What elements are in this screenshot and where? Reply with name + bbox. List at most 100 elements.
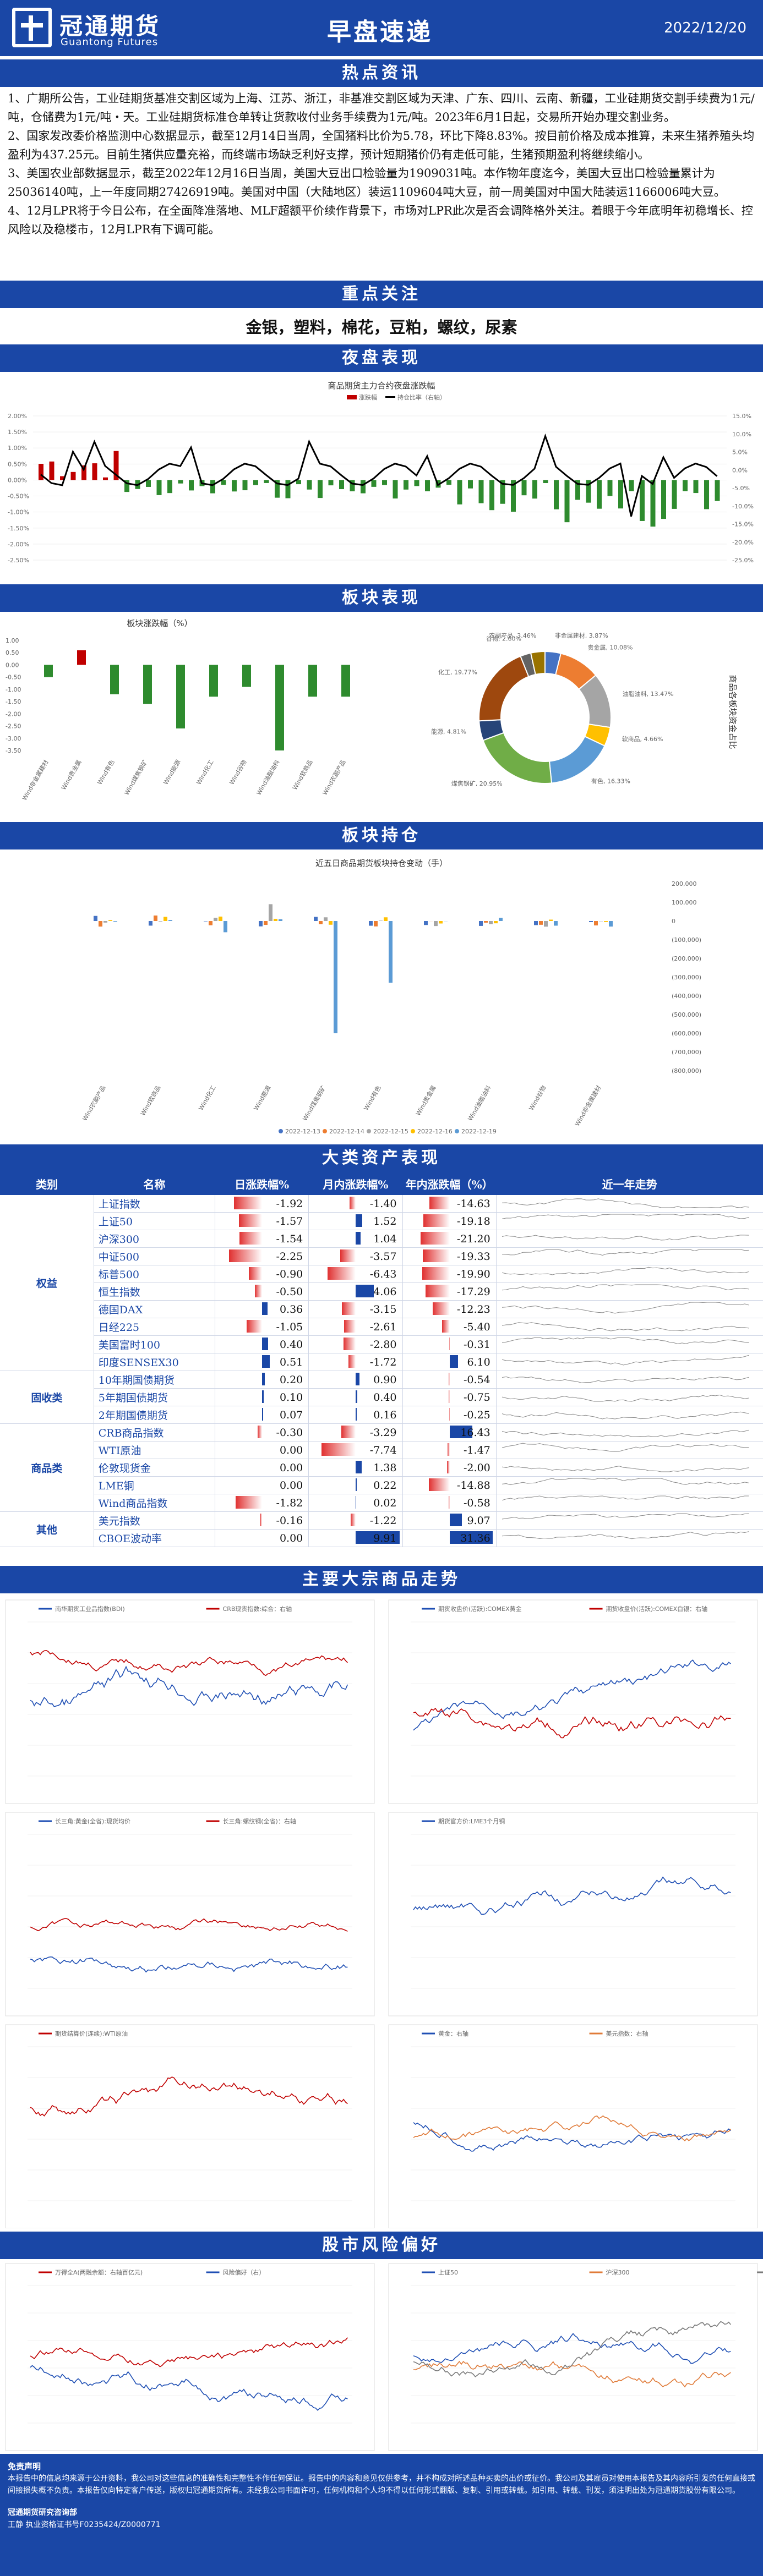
asset-name: 上证50 bbox=[94, 1212, 216, 1230]
value-bar bbox=[350, 1514, 356, 1526]
legend-swatch bbox=[455, 1129, 459, 1133]
position-category-label: Wind非金属建材 bbox=[573, 1084, 602, 1128]
asset-value-y: -17.29 bbox=[402, 1282, 497, 1301]
sparkline-path bbox=[502, 1267, 749, 1275]
y-tick-label: 0.50% bbox=[8, 461, 27, 468]
position-category-label: Wind有色 bbox=[362, 1084, 383, 1112]
sector-category-label: Wind能源 bbox=[162, 759, 182, 786]
asset-value-text: 0.10 bbox=[279, 1391, 303, 1404]
value-bar bbox=[423, 1214, 450, 1227]
value-bar bbox=[356, 1478, 357, 1491]
value-bar bbox=[442, 1320, 450, 1333]
asset-value-y: -0.58 bbox=[402, 1494, 497, 1512]
position-bar bbox=[269, 904, 272, 921]
y-tick-label: -2.50% bbox=[8, 557, 29, 564]
asset-value-y: -0.25 bbox=[402, 1406, 497, 1424]
value-bar bbox=[429, 1478, 450, 1491]
sector-panel: 板块涨跌幅（%） 1.00 0.50 0.00 -0.50 -1.00 -1.50 -2.0… bbox=[0, 613, 763, 822]
value-bar bbox=[341, 1426, 356, 1438]
brand-cn: 冠通期货 bbox=[59, 13, 161, 40]
sparkline bbox=[502, 1267, 749, 1275]
sparkline-path bbox=[502, 1355, 749, 1366]
value-bar bbox=[449, 1426, 472, 1438]
night-bar bbox=[715, 480, 720, 501]
position-bar bbox=[379, 920, 383, 921]
sector-bar bbox=[176, 665, 185, 728]
y-tick-label: -0.50% bbox=[8, 493, 29, 500]
asset-value-y: -19.90 bbox=[402, 1265, 497, 1283]
series-line bbox=[413, 1659, 731, 1731]
night-bar bbox=[468, 480, 473, 489]
legend-swatch bbox=[385, 396, 395, 398]
sparkline-path bbox=[502, 1478, 749, 1486]
asset-value-y: -19.18 bbox=[402, 1212, 497, 1230]
col-header: 年内涨跌幅（%） bbox=[402, 1172, 497, 1195]
night-bar bbox=[425, 480, 430, 491]
col-header: 日涨跌幅% bbox=[215, 1172, 309, 1195]
y-tick-label: 0.50 bbox=[6, 649, 19, 656]
asset-value-text: -0.31 bbox=[464, 1338, 490, 1351]
asset-value-y: 16.43 bbox=[402, 1423, 497, 1442]
news-item: 1、广期所公告，工业硅期货基准交割区域为上海、江苏、浙江，非基准交割区域为天津、… bbox=[8, 92, 755, 124]
asset-value-y: 31.36 bbox=[402, 1529, 497, 1547]
news-item: 4、12月LPR将于今日公布，在全面降准落地、MLF超额平价续作背景下，市场对L… bbox=[8, 204, 753, 236]
asset-name: Wind商品指数 bbox=[94, 1494, 216, 1512]
asset-value-text: 0.00 bbox=[279, 1479, 303, 1492]
asset-value-text: -0.90 bbox=[276, 1268, 303, 1280]
value-bar bbox=[258, 1426, 263, 1438]
series-line bbox=[413, 2360, 731, 2388]
section-focus: 重点关注 bbox=[0, 281, 763, 308]
legend-label: 涨跌幅 bbox=[359, 393, 377, 401]
sparkline bbox=[502, 1284, 749, 1291]
night-bar bbox=[607, 480, 613, 496]
y-tick-label: 1.50% bbox=[8, 429, 27, 436]
legend-swatch bbox=[279, 1129, 283, 1133]
asset-value-y: 9.07 bbox=[402, 1511, 497, 1530]
logo-icon bbox=[12, 8, 52, 47]
asset-value-m: -1.72 bbox=[308, 1353, 403, 1371]
night-bar bbox=[521, 480, 527, 496]
asset-value-text: -0.58 bbox=[464, 1497, 490, 1509]
asset-value-text: 9.07 bbox=[467, 1514, 490, 1527]
sparkline-path bbox=[502, 1249, 749, 1256]
pie-slice-label: 贵金属, 10.08% bbox=[588, 643, 633, 651]
legend-swatch bbox=[367, 1129, 371, 1133]
night-bar bbox=[92, 463, 97, 480]
sparkline-cell bbox=[496, 1282, 763, 1301]
asset-value-m: -1.40 bbox=[308, 1195, 403, 1213]
asset-category: 商品类 bbox=[0, 1423, 94, 1512]
asset-value-d: -2.25 bbox=[215, 1247, 309, 1265]
sparkline-cell bbox=[496, 1441, 763, 1459]
night-bar bbox=[242, 480, 248, 491]
series-line bbox=[413, 2321, 731, 2377]
y-tick-label-right: -20.0% bbox=[732, 539, 754, 546]
asset-value-text: 1.38 bbox=[373, 1461, 397, 1474]
asset-value-y: -19.33 bbox=[402, 1247, 497, 1265]
value-bar bbox=[259, 1514, 263, 1526]
position-bar bbox=[264, 921, 268, 925]
sparkline bbox=[502, 1249, 749, 1256]
night-bar bbox=[382, 480, 387, 485]
chart-frame bbox=[388, 2263, 758, 2451]
sector-category-label: Wind谷物 bbox=[228, 759, 248, 786]
night-bar bbox=[457, 480, 462, 505]
y-tick-label: -3.50 bbox=[6, 747, 21, 754]
legend-label: 2022-12-14 bbox=[329, 1128, 364, 1135]
asset-value-y: -1.47 bbox=[402, 1441, 497, 1459]
value-bar bbox=[262, 1302, 268, 1315]
asset-value-d: 0.51 bbox=[215, 1353, 309, 1371]
sector-bar bbox=[308, 665, 317, 697]
sector-bar bbox=[242, 665, 251, 687]
night-bar bbox=[339, 480, 344, 490]
value-bar bbox=[448, 1390, 450, 1403]
sector-bar-chart: 板块涨跌幅（%） 1.00 0.50 0.00 -0.50 -1.00 -1.50 -2.0… bbox=[6, 618, 350, 802]
y-tick-label: -1.00% bbox=[8, 509, 29, 516]
y-tick-label-right: -10.0% bbox=[732, 503, 754, 510]
sparkline-cell bbox=[496, 1300, 763, 1318]
night-bar bbox=[371, 480, 377, 487]
asset-value-text: 0.40 bbox=[373, 1391, 397, 1404]
y-tick-label-right: -15.0% bbox=[732, 521, 754, 528]
asset-value-text: -1.92 bbox=[276, 1197, 303, 1210]
company-name: 冠通期货研究咨询部 bbox=[8, 2508, 77, 2517]
series-line bbox=[30, 1650, 348, 1676]
